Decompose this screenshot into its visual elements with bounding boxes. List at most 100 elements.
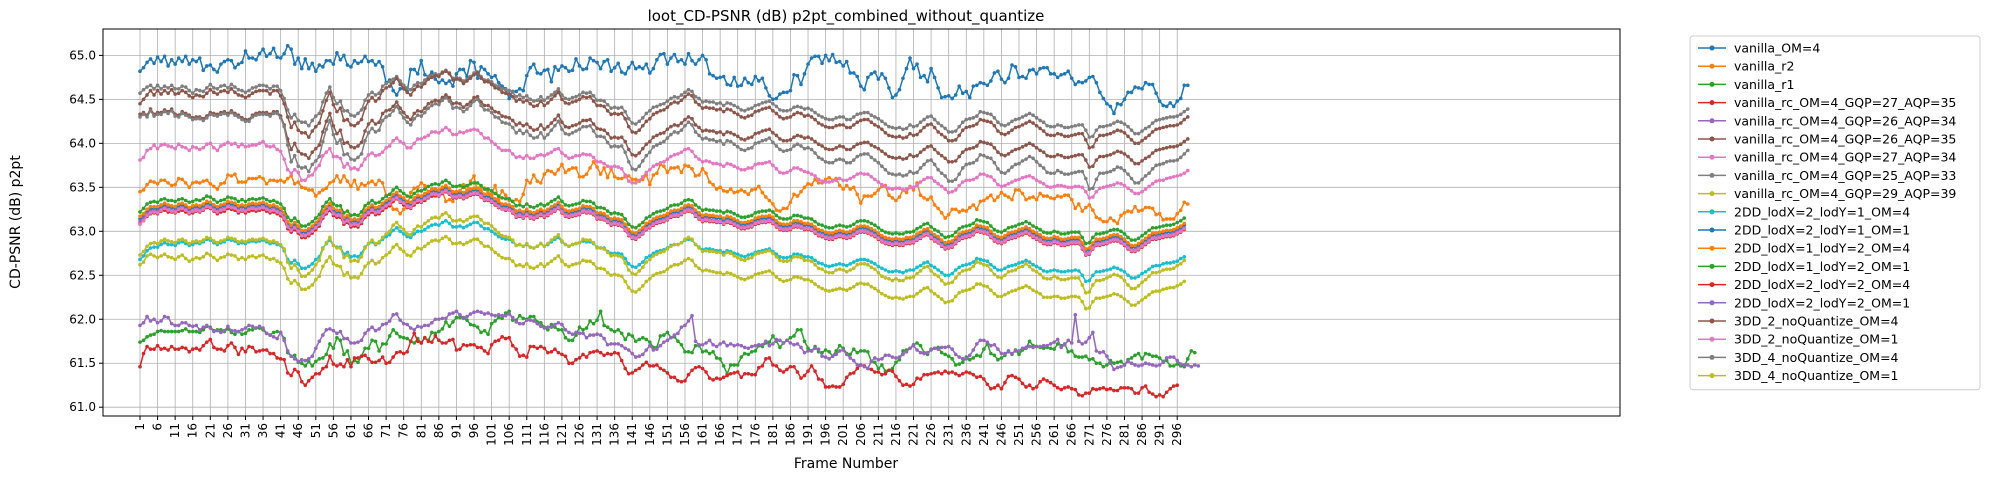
data-point: [278, 88, 283, 93]
data-point: [331, 206, 336, 211]
data-point: [880, 182, 884, 187]
data-point: [169, 87, 174, 92]
data-point: [1055, 386, 1060, 390]
data-point: [419, 341, 424, 345]
data-point: [430, 182, 434, 187]
data-point: [524, 178, 529, 183]
data-point: [960, 91, 965, 96]
data-point: [577, 261, 582, 265]
data-point: [1091, 164, 1095, 169]
data-point: [1055, 337, 1060, 342]
data-point: [640, 352, 645, 357]
data-point: [1115, 128, 1120, 132]
data-point: [1161, 224, 1165, 228]
data-point: [370, 118, 374, 123]
data-point: [1164, 145, 1169, 150]
data-point: [795, 194, 800, 198]
data-point: [373, 153, 378, 158]
data-point: [1045, 65, 1049, 70]
data-point: [394, 207, 399, 212]
data-point: [732, 251, 736, 256]
data-point: [1006, 76, 1011, 81]
data-point: [950, 207, 954, 212]
data-point: [630, 264, 635, 269]
data-point: [1034, 231, 1039, 235]
data-point: [816, 121, 821, 125]
data-point: [989, 229, 993, 234]
data-point: [162, 329, 167, 334]
data-point: [619, 252, 624, 256]
data-point: [419, 194, 424, 198]
data-point: [774, 213, 779, 218]
data-point: [676, 59, 680, 64]
data-point: [377, 358, 381, 363]
data-point: [324, 58, 329, 63]
data-point: [542, 346, 547, 351]
data-point: [236, 199, 241, 204]
data-point: [482, 349, 487, 353]
data-point: [546, 350, 550, 355]
data-point: [771, 130, 775, 135]
data-point: [306, 226, 311, 231]
data-point: [588, 319, 592, 323]
data-point: [1038, 379, 1042, 384]
data-point: [1147, 154, 1151, 159]
data-point: [479, 310, 483, 315]
data-point: [560, 259, 564, 264]
data-point: [310, 375, 315, 380]
data-point: [964, 147, 969, 152]
data-point: [577, 153, 582, 158]
data-point: [440, 236, 445, 241]
data-point: [795, 252, 800, 256]
data-point: [778, 170, 782, 175]
data-point: [939, 211, 944, 215]
data-point: [412, 341, 417, 345]
data-point: [764, 86, 768, 90]
data-point: [844, 230, 849, 234]
data-point: [489, 189, 494, 193]
data-point: [1027, 119, 1032, 124]
data-point: [633, 181, 638, 185]
data-point: [795, 73, 800, 78]
data-point: [925, 285, 930, 290]
data-point: [851, 222, 856, 227]
data-point: [693, 343, 698, 348]
data-point: [292, 216, 297, 220]
data-point: [633, 339, 638, 344]
data-point: [1013, 375, 1018, 380]
data-point: [929, 66, 933, 71]
data-point: [1055, 152, 1060, 157]
data-point: [254, 349, 258, 354]
data-point: [314, 359, 318, 364]
data-point: [581, 67, 585, 72]
data-point: [1101, 219, 1106, 224]
data-point: [377, 178, 381, 183]
data-point: [1066, 349, 1071, 354]
data-point: [560, 64, 564, 68]
data-point: [475, 220, 480, 225]
data-point: [1126, 273, 1130, 278]
data-point: [1129, 356, 1134, 360]
data-point: [936, 229, 940, 234]
data-point: [728, 187, 733, 191]
data-point: [1126, 299, 1130, 304]
data-point: [690, 198, 694, 203]
data-point: [584, 204, 589, 209]
data-point: [521, 210, 526, 214]
data-point: [1010, 119, 1014, 124]
data-point: [1112, 111, 1116, 116]
data-point: [612, 164, 617, 169]
data-point: [324, 364, 329, 369]
data-point: [595, 266, 599, 271]
data-point: [236, 203, 241, 208]
data-point: [1024, 174, 1028, 179]
data-point: [672, 152, 677, 157]
data-point: [1020, 175, 1025, 180]
data-point: [433, 98, 438, 103]
data-point: [1147, 184, 1151, 189]
data-point: [1087, 246, 1092, 250]
data-point: [468, 192, 473, 197]
data-point: [405, 115, 410, 119]
data-point: [707, 106, 712, 110]
data-point: [1094, 158, 1099, 162]
